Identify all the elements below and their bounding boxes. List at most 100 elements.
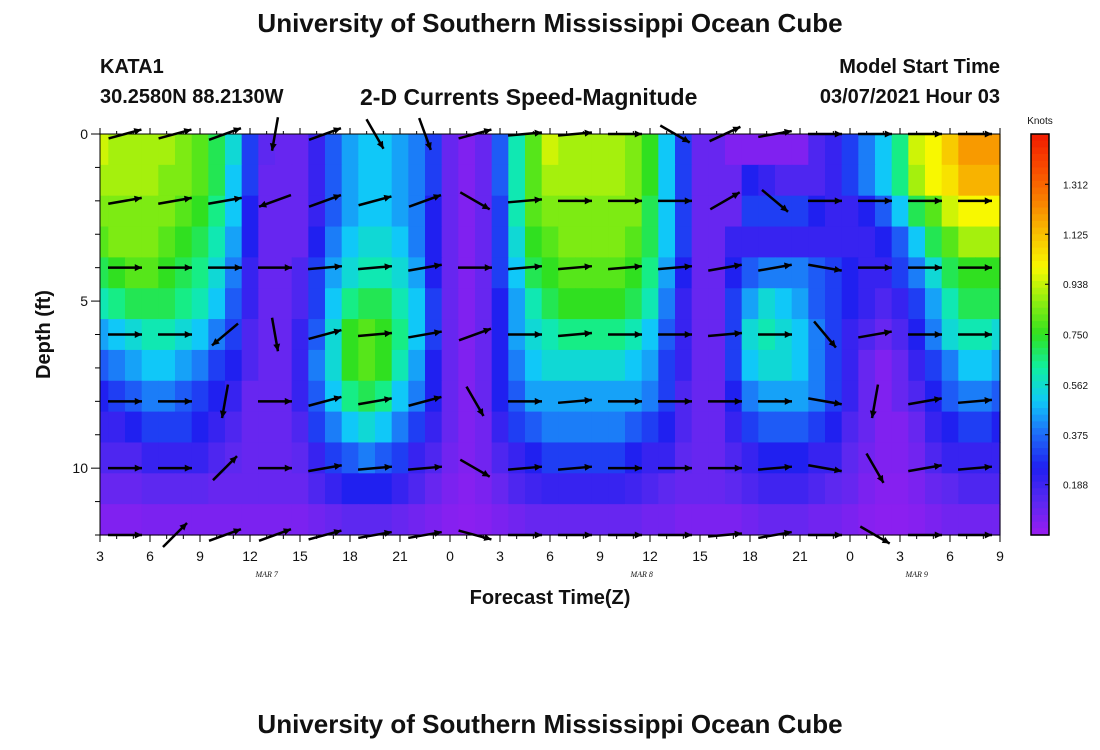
colorbar-segment	[1031, 220, 1049, 229]
colorbar-segment	[1031, 134, 1049, 142]
heatmap-cell	[641, 380, 659, 413]
y-tick-label: 0	[80, 126, 88, 142]
colorbar-segment	[1031, 187, 1049, 195]
model-start-label: Model Start Time	[839, 56, 1000, 78]
heatmap-cell	[391, 411, 409, 444]
heatmap-cell	[100, 164, 109, 197]
heatmap-cell	[591, 380, 609, 413]
colorbar-segment	[1031, 167, 1049, 175]
heatmap-cell	[591, 134, 609, 166]
heatmap-cell	[291, 195, 309, 228]
heatmap-cell	[625, 473, 643, 505]
x-axis-title: Forecast Time(Z)	[470, 587, 631, 609]
heatmap-cell	[575, 349, 593, 382]
heatmap-cell	[558, 411, 576, 444]
current-vector	[607, 263, 643, 271]
heatmap-cell	[125, 134, 143, 166]
heatmap-cell	[175, 288, 193, 320]
heatmap-cell	[575, 226, 593, 258]
vector-head	[884, 329, 892, 337]
heatmap-cell	[825, 288, 843, 320]
vector-head	[483, 128, 492, 135]
heatmap-cell	[941, 195, 959, 228]
vector-head	[269, 143, 277, 151]
heatmap-cell	[158, 442, 176, 474]
heatmap-cell	[591, 349, 609, 382]
heatmap-cell	[108, 257, 126, 289]
heatmap-cell	[508, 349, 526, 382]
current-vector	[958, 197, 992, 205]
heatmap-cell	[875, 288, 893, 320]
heatmap-cell	[791, 195, 809, 228]
heatmap-cell	[141, 411, 159, 444]
heatmap-cell	[975, 288, 993, 320]
heatmap-cell	[625, 134, 643, 166]
vector-head	[376, 140, 384, 149]
heatmap-cell	[891, 504, 909, 536]
heatmap-cell	[908, 504, 926, 536]
heatmap-cell	[575, 134, 593, 166]
vector-head	[284, 264, 292, 272]
heatmap-cell	[341, 257, 359, 289]
heatmap-cell	[708, 164, 726, 197]
vector-head	[333, 395, 342, 403]
colorbar-segment	[1031, 521, 1049, 529]
heatmap-cell	[125, 349, 143, 382]
colorbar-tick-label: 0.750	[1063, 331, 1088, 342]
heatmap-cell	[425, 411, 443, 444]
colorbar-segment	[1031, 361, 1049, 369]
heatmap-cell	[308, 349, 326, 382]
heatmap-cell	[608, 349, 626, 382]
heatmap-cell	[908, 380, 926, 413]
current-vector	[158, 195, 192, 206]
heatmap-cell	[608, 473, 626, 505]
heatmap-cell	[541, 288, 559, 320]
heatmap-cell	[941, 319, 959, 351]
vector-head	[828, 339, 836, 348]
heatmap-cell	[441, 442, 459, 474]
heatmap-cell	[491, 134, 509, 166]
heatmap-cell	[841, 442, 859, 474]
heatmap-cell	[825, 380, 843, 413]
heatmap-cell	[341, 504, 359, 536]
colorbar-unit: Knots	[1027, 116, 1053, 127]
heatmap-cell	[758, 380, 776, 413]
heatmap-cell	[308, 134, 326, 166]
heatmap-cell	[458, 349, 476, 382]
heatmap-cell	[491, 257, 509, 289]
heatmap-cell	[241, 288, 259, 320]
vector-head	[434, 463, 442, 471]
vector-head	[534, 397, 542, 405]
heatmap-cell	[375, 504, 393, 536]
heatmap-cell	[125, 473, 143, 505]
heatmap-cell	[575, 380, 593, 413]
vector-head	[233, 528, 241, 535]
heatmap-cell	[441, 411, 459, 444]
vector-head	[984, 463, 992, 471]
current-vector	[758, 262, 792, 272]
heatmap-cell	[458, 134, 476, 166]
vector-head	[634, 263, 642, 271]
heatmap-cell	[208, 226, 226, 258]
heatmap-cell	[958, 380, 976, 413]
heatmap-cell	[808, 257, 826, 289]
heatmap-cell	[675, 349, 693, 382]
heatmap-cell	[941, 226, 959, 258]
heatmap-cell	[141, 134, 159, 166]
heatmap-cell	[541, 504, 559, 536]
heatmap-cell	[225, 257, 243, 289]
current-vector	[357, 263, 393, 271]
heatmap-cell	[991, 473, 1001, 505]
heatmap-cell	[925, 380, 943, 413]
heatmap-cell	[175, 504, 193, 536]
heatmap-cell	[691, 473, 709, 505]
x-tick-label: 21	[392, 548, 408, 564]
heatmap-cell	[775, 504, 793, 536]
heatmap-cell	[575, 504, 593, 536]
heatmap-cell	[158, 164, 176, 197]
vector-head	[434, 262, 442, 270]
colorbar-segment	[1031, 154, 1049, 162]
heatmap-cell	[891, 134, 909, 166]
heatmap-cell	[475, 380, 493, 413]
heatmap-cell	[508, 288, 526, 320]
